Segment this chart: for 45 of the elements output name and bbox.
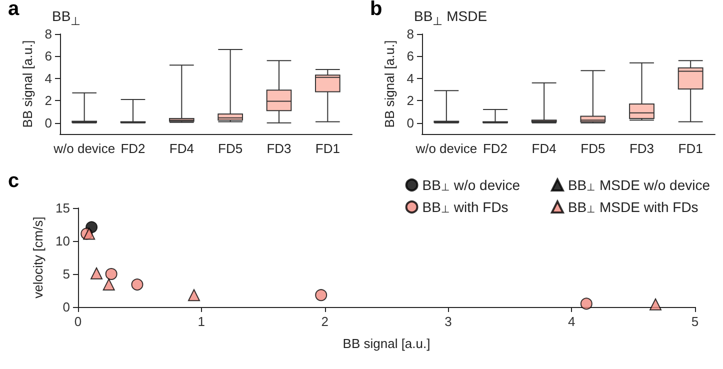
y-tick-label: 6	[44, 48, 52, 64]
x-tick-label: FD1	[678, 141, 703, 156]
y-axis-title: BB signal [a.u.]	[382, 40, 397, 128]
y-axis-title: BB signal [a.u.]	[20, 40, 35, 128]
x-axis-title: BB signal [a.u.]	[342, 336, 430, 351]
x-tick-label: 0	[74, 314, 82, 329]
x-tick-label: FD1	[315, 141, 340, 156]
chart-title: BB$_{⊥}$	[52, 8, 81, 28]
y-tick-label: 0	[62, 300, 70, 314]
y-tick-label: 10	[56, 234, 70, 248]
legend-label: BB⊥ MSDE with FDs	[568, 199, 698, 216]
x-tick-label: FD3	[629, 141, 654, 156]
x-tick-label: FD5	[218, 141, 243, 156]
text: a	[8, 0, 20, 21]
x-tick-label: FD4	[169, 141, 194, 156]
chart-title: BB$_{⊥}$ MSDE	[414, 8, 488, 28]
x-tick-label: FD5	[580, 141, 606, 156]
x-tick-label: w/o device	[52, 141, 116, 156]
x-tick-label: FD2	[120, 141, 146, 156]
y-tick-label: 2	[406, 93, 414, 108]
x-tick-label: w/o device	[414, 141, 478, 156]
y-tick-label: 8	[406, 26, 414, 42]
y-axis-title: velocity [cm/s]	[30, 216, 46, 298]
y-tick-label: 5	[62, 266, 70, 282]
y-tick-label: 6	[406, 48, 414, 64]
text: b	[370, 0, 382, 21]
x-tick-label: 5	[691, 314, 699, 329]
x-tick-label: FD2	[482, 141, 508, 156]
y-tick-label: 2	[44, 93, 52, 108]
y-tick-label: 0	[406, 115, 414, 130]
x-tick-label: 2	[321, 314, 328, 329]
x-tick-label: 3	[444, 314, 452, 329]
y-tick-label: 0	[44, 115, 52, 130]
x-tick-label: 4	[568, 314, 576, 329]
y-tick-label: 15	[56, 200, 70, 216]
legend-label: BB⊥ w/o device	[422, 177, 520, 194]
y-tick-label: 8	[44, 26, 52, 42]
legend-label: BB⊥ MSDE w/o device	[568, 177, 710, 194]
y-tick-label: 4	[406, 70, 414, 86]
legend-label: BB⊥ with FDs	[422, 199, 508, 216]
text: c	[8, 170, 20, 193]
x-tick-label: FD4	[532, 141, 556, 156]
x-tick-label: 1	[198, 314, 206, 329]
y-tick-label: 4	[44, 70, 52, 86]
x-tick-label: FD3	[266, 141, 292, 156]
